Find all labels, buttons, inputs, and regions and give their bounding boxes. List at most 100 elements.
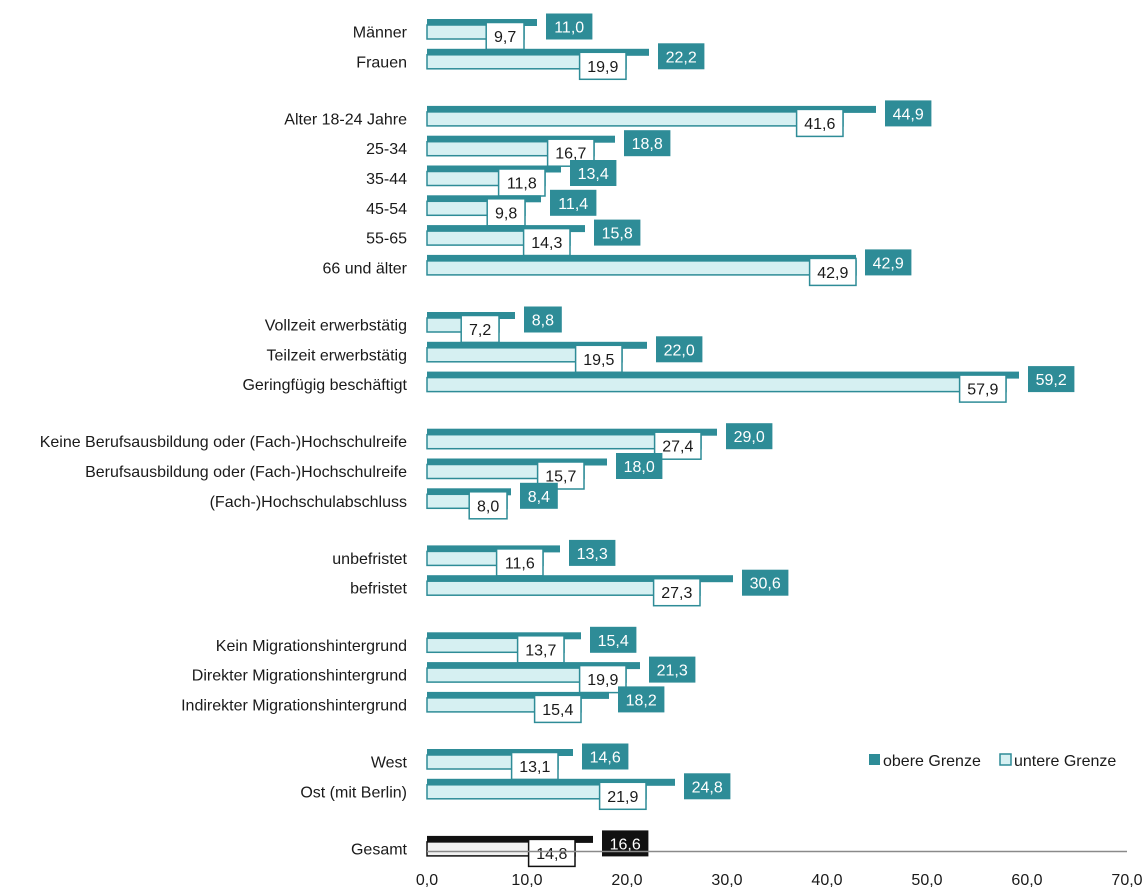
chart-row: (Fach-)Hochschulabschluss 8,4 8,0 <box>210 482 558 520</box>
lower-value-box <box>598 781 647 811</box>
chart-row: Geringfügig beschäftigt 59,2 57,9 <box>242 366 1075 403</box>
upper-bound-bar <box>427 662 640 670</box>
legend-swatch-lower <box>999 753 1012 766</box>
upper-bound-bar <box>427 575 733 583</box>
lower-value-box <box>497 168 546 197</box>
upper-bound-bar <box>427 19 537 26</box>
upper-value-label: 15,8 <box>602 226 633 243</box>
lower-value-box <box>533 694 582 724</box>
lower-value-label: 11,6 <box>505 555 535 572</box>
upper-value-label: 18,2 <box>626 692 657 709</box>
lower-value-box <box>808 257 857 287</box>
lower-value-label: 7,2 <box>469 322 491 339</box>
x-tick-label: 50,0 <box>911 872 942 889</box>
upper-bound-bar <box>427 545 560 553</box>
upper-value-label: 21,3 <box>657 663 688 680</box>
lower-value-label: 41,6 <box>804 116 835 133</box>
upper-bound-bar <box>427 135 615 143</box>
upper-bound-bar <box>427 691 609 699</box>
lower-value-box <box>527 838 576 868</box>
upper-value-box <box>524 306 562 333</box>
chart-row: Männer 11,0 9,7 <box>353 13 593 51</box>
x-tick-label: 20,0 <box>611 872 642 889</box>
chart-row: Vollzeit erwerbstätig 8,8 7,2 <box>265 306 562 344</box>
category-label: befristet <box>350 581 407 598</box>
category-label: unbefristet <box>332 551 407 568</box>
upper-value-box <box>618 686 665 713</box>
lower-value-label: 8,0 <box>477 498 499 515</box>
category-label: Gesamt <box>351 841 408 858</box>
upper-bound-bar <box>427 428 717 436</box>
upper-bound-bar <box>427 632 581 640</box>
x-tick-label: 70,0 <box>1111 872 1142 889</box>
chart-row: Keine Berufsausbildung oder (Fach-)Hochs… <box>40 423 773 460</box>
upper-bound-bar <box>427 341 647 349</box>
lower-value-label: 14,3 <box>531 235 562 252</box>
category-label: 45-54 <box>366 201 407 218</box>
lower-value-label: 21,9 <box>607 789 638 806</box>
upper-value-box <box>624 130 671 157</box>
upper-value-label: 22,2 <box>666 49 697 66</box>
upper-value-box <box>616 453 663 479</box>
upper-value-label: 24,8 <box>692 779 723 796</box>
lower-value-box <box>536 461 585 490</box>
upper-value-label: 59,2 <box>1036 372 1067 389</box>
lower-value-box <box>578 51 627 81</box>
chart-row: Direkter Migrationshintergrund 21,3 19,9 <box>192 656 696 694</box>
upper-value-label: 15,4 <box>598 633 629 650</box>
lower-value-label: 11,8 <box>507 176 537 193</box>
category-label: Berufsausbildung oder (Fach-)Hochschulre… <box>85 464 407 481</box>
category-label: 55-65 <box>366 231 407 248</box>
chart-row: 35-44 13,4 11,8 <box>366 160 617 197</box>
upper-value-box <box>684 773 731 800</box>
upper-value-label: 18,0 <box>624 459 655 476</box>
category-label: 35-44 <box>366 171 407 188</box>
chart-row: Teilzeit erwerbstätig 22,0 19,5 <box>267 336 703 374</box>
category-label: Direkter Migrationshintergrund <box>192 668 407 685</box>
x-tick-label: 10,0 <box>511 872 542 889</box>
upper-bound-bar <box>427 835 593 843</box>
lower-value-box <box>574 344 623 374</box>
chart-legend: obere Grenze untere Grenze <box>869 753 1116 770</box>
upper-value-label: 42,9 <box>873 255 904 272</box>
legend-label-upper: obere Grenze <box>883 753 981 770</box>
category-label: Indirekter Migrationshintergrund <box>181 697 407 714</box>
category-label: Kein Migrationshintergrund <box>216 638 407 655</box>
upper-bound-bar <box>427 165 561 173</box>
upper-value-box <box>656 336 703 363</box>
upper-value-box <box>569 539 616 566</box>
upper-bound-bar <box>427 225 585 233</box>
upper-value-label: 8,8 <box>532 313 554 330</box>
chart-row: Indirekter Migrationshintergrund 18,2 15,4 <box>181 686 665 724</box>
upper-value-box <box>594 219 641 246</box>
chart-rows: Männer 11,0 9,7 Frauen 22,2 19,9 Alter 18-24 J… <box>40 13 1075 868</box>
upper-value-box <box>885 100 932 127</box>
chart-row: befristet 30,6 27,3 <box>350 569 789 607</box>
chart-row: West 14,6 13,1 <box>371 743 629 781</box>
upper-value-box <box>520 482 558 509</box>
lower-value-box <box>958 374 1007 403</box>
upper-value-label: 14,6 <box>590 750 621 767</box>
lower-value-label: 42,9 <box>817 265 848 282</box>
upper-value-label: 11,0 <box>554 20 584 37</box>
lower-value-label: 27,3 <box>661 585 692 602</box>
lower-bound-bar <box>426 260 857 276</box>
x-axis: 0,0 10,0 20,0 30,0 40,0 50,0 60,0 70,0 <box>416 850 1143 889</box>
upper-bound-bar <box>427 195 541 203</box>
chart-row: 66 und älter 42,9 42,9 <box>322 249 912 287</box>
lower-value-label: 27,4 <box>662 439 693 456</box>
upper-bound-bar <box>427 254 856 262</box>
lower-value-label: 15,4 <box>542 702 573 719</box>
chart-row: 55-65 15,8 14,3 <box>366 219 641 257</box>
category-label: Alter 18-24 Jahre <box>284 111 407 128</box>
upper-value-box <box>1028 366 1075 393</box>
chart-row: 25-34 18,8 16,7 <box>366 130 671 167</box>
upper-value-box <box>742 569 789 596</box>
lower-value-box <box>485 21 525 51</box>
upper-bound-bar <box>427 778 675 786</box>
upper-value-label: 30,6 <box>750 576 781 593</box>
upper-value-label: 13,3 <box>577 546 608 563</box>
lower-value-box <box>468 491 508 520</box>
x-tick-label: 30,0 <box>711 872 742 889</box>
